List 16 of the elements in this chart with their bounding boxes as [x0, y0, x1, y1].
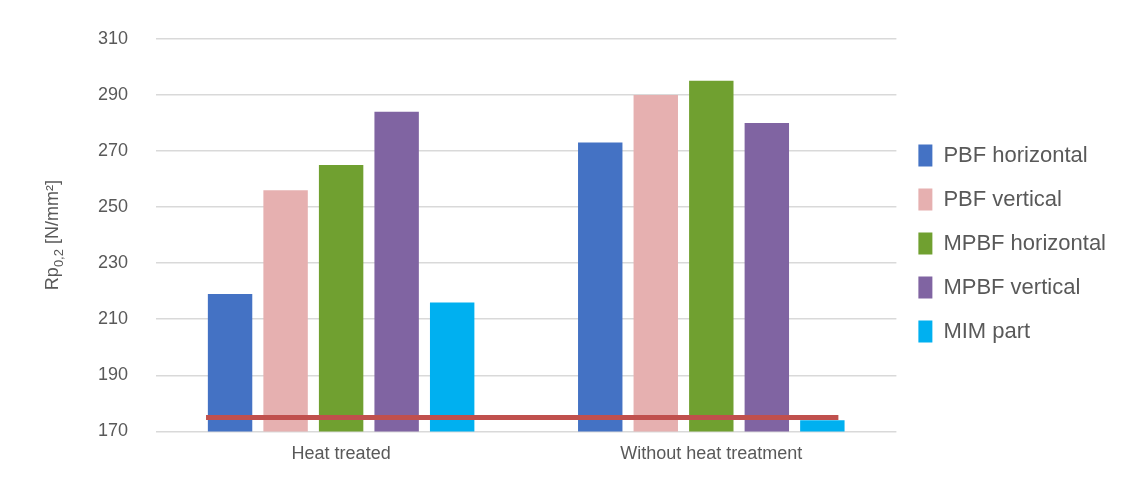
y-tick-label: 190	[97, 364, 129, 385]
y-tick-label: 270	[97, 139, 129, 160]
legend-label: MPBF horizontal	[943, 229, 1107, 255]
x-tick-label: Without heat treatment	[620, 443, 803, 464]
legend-label: PBF vertical	[943, 185, 1062, 211]
y-tick-label: 210	[97, 308, 129, 329]
y-axis-title: Rp0,2 [N/mm²]	[42, 180, 66, 291]
y-tick-label: 230	[97, 252, 129, 273]
x-tick-label: Heat treated	[291, 443, 391, 464]
legend-label: PBF horizontal	[943, 141, 1088, 167]
y-tick-label: 290	[97, 83, 129, 104]
legend-label: MIM part	[943, 317, 1031, 343]
y-tick-label: 250	[97, 196, 129, 217]
legend-label: MPBF vertical	[943, 273, 1081, 299]
y-tick-label: 170	[97, 420, 129, 441]
y-tick-label: 310	[97, 27, 129, 48]
